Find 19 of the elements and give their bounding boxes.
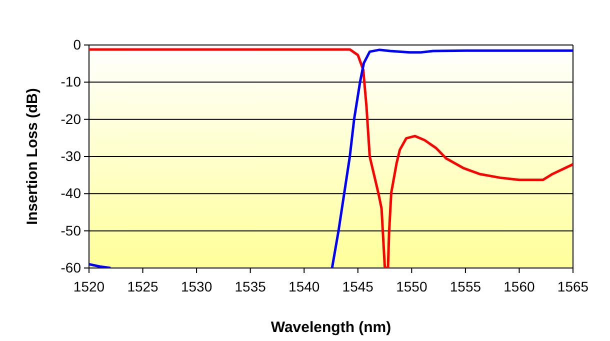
x-tick-label: 1525 bbox=[127, 278, 159, 294]
x-tick-label: 1545 bbox=[342, 278, 374, 294]
y-tick-label: -50 bbox=[60, 222, 82, 238]
x-axis-title: Wavelength (nm) bbox=[270, 319, 392, 336]
x-tick-label: 1550 bbox=[396, 278, 428, 294]
x-tick-label: 1560 bbox=[504, 278, 536, 294]
y-tick-label: -10 bbox=[60, 74, 82, 90]
y-tick-label: 0 bbox=[73, 36, 82, 52]
x-tick-label: 1555 bbox=[450, 278, 482, 294]
y-tick-label: -60 bbox=[60, 259, 82, 276]
y-tick-label: -30 bbox=[60, 148, 82, 164]
x-tick-label: 1530 bbox=[180, 278, 212, 294]
x-tick-label: 1535 bbox=[234, 278, 266, 294]
x-tick-label: 1565 bbox=[557, 278, 589, 294]
y-axis-title: Insertion Loss (dB) bbox=[24, 88, 41, 225]
y-tick-label: -40 bbox=[60, 185, 82, 202]
x-tick-label: 1520 bbox=[73, 278, 105, 294]
x-tick-label: 1540 bbox=[288, 278, 320, 294]
y-tick-label: -20 bbox=[60, 110, 82, 127]
